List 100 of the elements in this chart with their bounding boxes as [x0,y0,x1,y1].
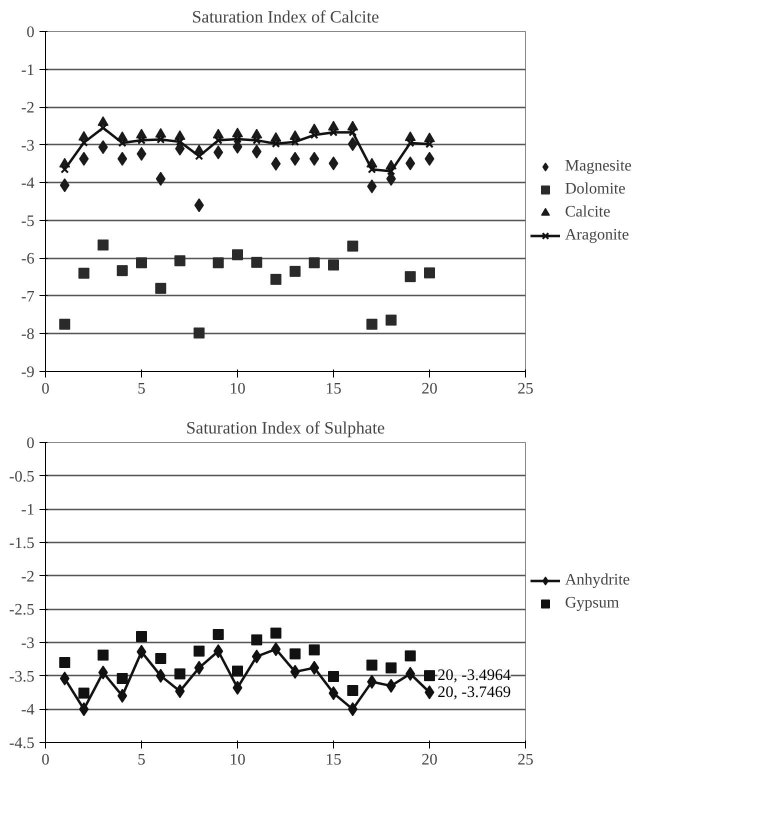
y-tick-label: -0.5 [9,468,34,486]
point [98,239,109,250]
point [329,128,338,137]
annotation: 20, -3.7469 [438,684,511,701]
legend-label: Aragonite [565,226,629,244]
point [136,631,147,642]
point [251,128,262,138]
chart-title: Saturation Index of Calcite [192,8,380,26]
point [212,128,224,138]
point [424,267,435,278]
point [212,257,224,268]
point [251,634,262,646]
point [425,140,434,148]
point [137,136,146,144]
point [348,137,358,152]
x-tick-label: 15 [326,380,342,398]
point [405,666,416,681]
point [78,688,90,699]
point [290,138,300,146]
annotation: 20, -3.4964 [438,667,511,684]
point [347,240,358,252]
point [270,274,282,285]
point [60,178,70,192]
point [156,668,166,683]
y-tick-label: -4.5 [9,735,34,752]
x-tick-label: 0 [42,752,50,768]
point [328,259,339,270]
x-tick-label: 5 [138,752,146,768]
x-tick-label: 20 [422,752,438,768]
point [117,688,128,703]
y-tick-label: -9 [21,364,34,381]
point [406,138,414,148]
legend-label: Gypsum [565,594,620,612]
point [194,152,204,160]
point [232,249,243,260]
point [252,136,261,144]
y-tick-label: -4 [21,702,34,719]
point [404,650,416,662]
y-tick-label: -2.5 [9,602,34,619]
point [309,152,320,166]
point [212,629,224,640]
point [80,138,88,147]
y-tick-label: -1.5 [9,535,34,552]
y-tick-label: 0 [26,24,34,41]
legend-label: Magnesite [565,158,632,176]
point [116,265,128,276]
point [252,144,262,159]
point [310,130,318,140]
point [290,266,301,277]
point [176,138,184,146]
point [136,257,147,268]
legend-label: Calcite [565,204,610,222]
point [368,165,376,174]
point [348,128,357,137]
y-tick-label: -3 [21,635,34,652]
y-tick-label: -2 [21,568,34,586]
point [270,628,282,639]
y-tick-label: -5 [21,212,34,230]
y-tick-label: -6 [21,250,34,268]
point [233,134,242,144]
point [156,172,166,186]
y-tick-label: -4 [21,175,34,192]
point [60,165,69,174]
point [251,256,262,268]
x-tick-label: 25 [518,752,534,768]
point [214,136,222,144]
point [116,673,128,684]
point [404,271,416,282]
y-tick-label: -8 [21,326,34,344]
x-tick-label: 15 [326,752,342,768]
point [272,140,280,148]
point [155,282,166,294]
point [98,124,108,132]
point [405,156,416,170]
point [328,671,339,682]
point [155,653,166,664]
point [59,318,70,330]
point [424,670,435,682]
y-tick-label: -1 [21,62,34,79]
point [386,662,397,674]
point [194,327,205,338]
x-tick-label: 5 [138,380,146,398]
x-tick-label: 0 [42,380,50,398]
x-tick-label: 25 [518,380,534,398]
point [118,138,126,148]
point [308,644,320,656]
y-tick-label: -3 [21,137,34,154]
point [290,648,301,660]
point [347,685,358,696]
point [213,145,224,160]
point [156,135,165,144]
point [174,668,186,680]
y-tick-label: -7 [21,288,34,306]
point [386,167,396,176]
legend-label: Anhydrite [565,572,630,590]
point [309,660,320,675]
y-tick-label: -2 [21,100,34,117]
point [59,657,70,668]
x-tick-label: 20 [422,380,438,398]
chart-title: Saturation Index of Sulphate [186,418,386,438]
